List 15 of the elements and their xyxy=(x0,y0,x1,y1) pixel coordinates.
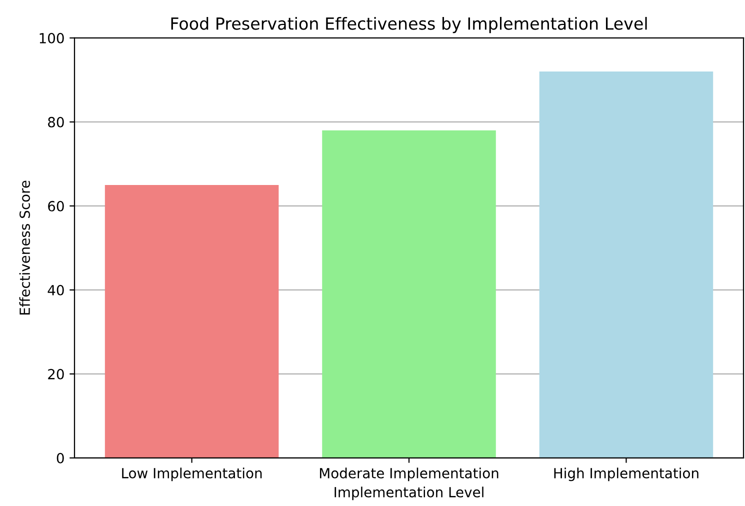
y-tick-label: 60 xyxy=(48,200,64,212)
x-tick-label: Low Implementation xyxy=(122,468,262,482)
bar xyxy=(322,130,496,458)
y-tick-label: 100 xyxy=(40,32,64,44)
y-tick-label: 20 xyxy=(48,368,64,380)
x-tick-label: Moderate Implementation xyxy=(320,468,498,482)
y-tick-label: 80 xyxy=(48,116,64,128)
y-tick-label: 40 xyxy=(48,284,64,296)
bar xyxy=(539,72,714,458)
x-axis-title: Implementation Level xyxy=(334,486,484,500)
y-axis-title: Effectiveness Score xyxy=(19,180,30,315)
x-tick-label: High Implementation xyxy=(554,468,698,482)
bar xyxy=(104,184,279,458)
chart-title: Food Preservation Effectiveness by Implementation Level xyxy=(171,16,647,34)
y-tick-label: 0 xyxy=(56,452,64,464)
